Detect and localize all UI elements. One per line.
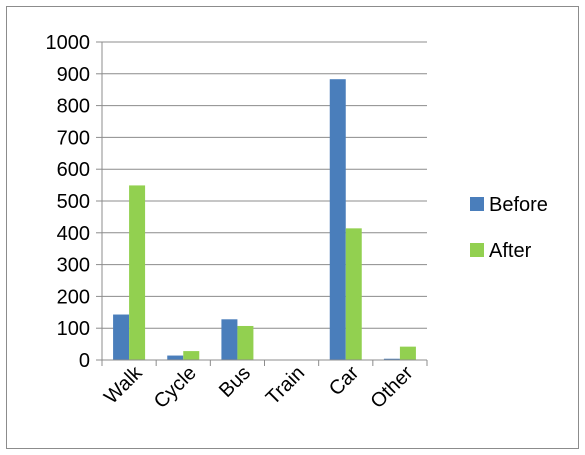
x-axis-tick-labels: Walk Cycle Bus Train Car Other: [100, 361, 418, 413]
bar-before-other: [383, 358, 400, 360]
bars: [113, 79, 416, 361]
bar-after-bus: [237, 325, 254, 360]
x-tick-label-train: Train: [262, 362, 309, 409]
y-tick-label: 800: [57, 96, 90, 118]
legend: Before After: [470, 194, 548, 262]
bar-after-walk: [129, 185, 146, 360]
bar-before-car: [329, 79, 346, 361]
x-tick-label-car: Car: [325, 362, 364, 401]
y-tick-label: 700: [57, 127, 90, 149]
y-tick-label: 400: [57, 223, 90, 245]
x-tick-label-walk: Walk: [100, 361, 147, 408]
bar-after-other: [399, 346, 416, 360]
y-tick-label: 300: [57, 255, 90, 277]
y-tick-label: 500: [57, 191, 90, 213]
y-axis-tick-labels: 0 100 200 300 400 500 600 700 800 900 1000: [46, 32, 91, 372]
y-tick-label: 600: [57, 159, 90, 181]
legend-swatch-before: [470, 197, 484, 211]
bar-before-bus: [221, 319, 238, 360]
y-tick-label: 1000: [46, 32, 91, 54]
x-tick-label-other: Other: [367, 362, 418, 413]
gridlines: [102, 41, 427, 329]
axes: [96, 41, 428, 366]
bar-after-car: [345, 228, 362, 360]
legend-swatch-after: [470, 243, 484, 257]
bar-before-cycle: [167, 355, 184, 360]
bar-before-walk: [113, 314, 130, 360]
legend-label-after: After: [489, 240, 532, 262]
y-tick-label: 900: [57, 64, 90, 86]
y-tick-label: 0: [79, 350, 90, 372]
y-tick-label: 100: [57, 318, 90, 340]
legend-label-before: Before: [489, 194, 548, 216]
bar-after-cycle: [183, 351, 200, 360]
x-tick-label-cycle: Cycle: [150, 362, 201, 413]
x-tick-label-bus: Bus: [215, 362, 255, 402]
y-tick-label: 200: [57, 286, 90, 308]
